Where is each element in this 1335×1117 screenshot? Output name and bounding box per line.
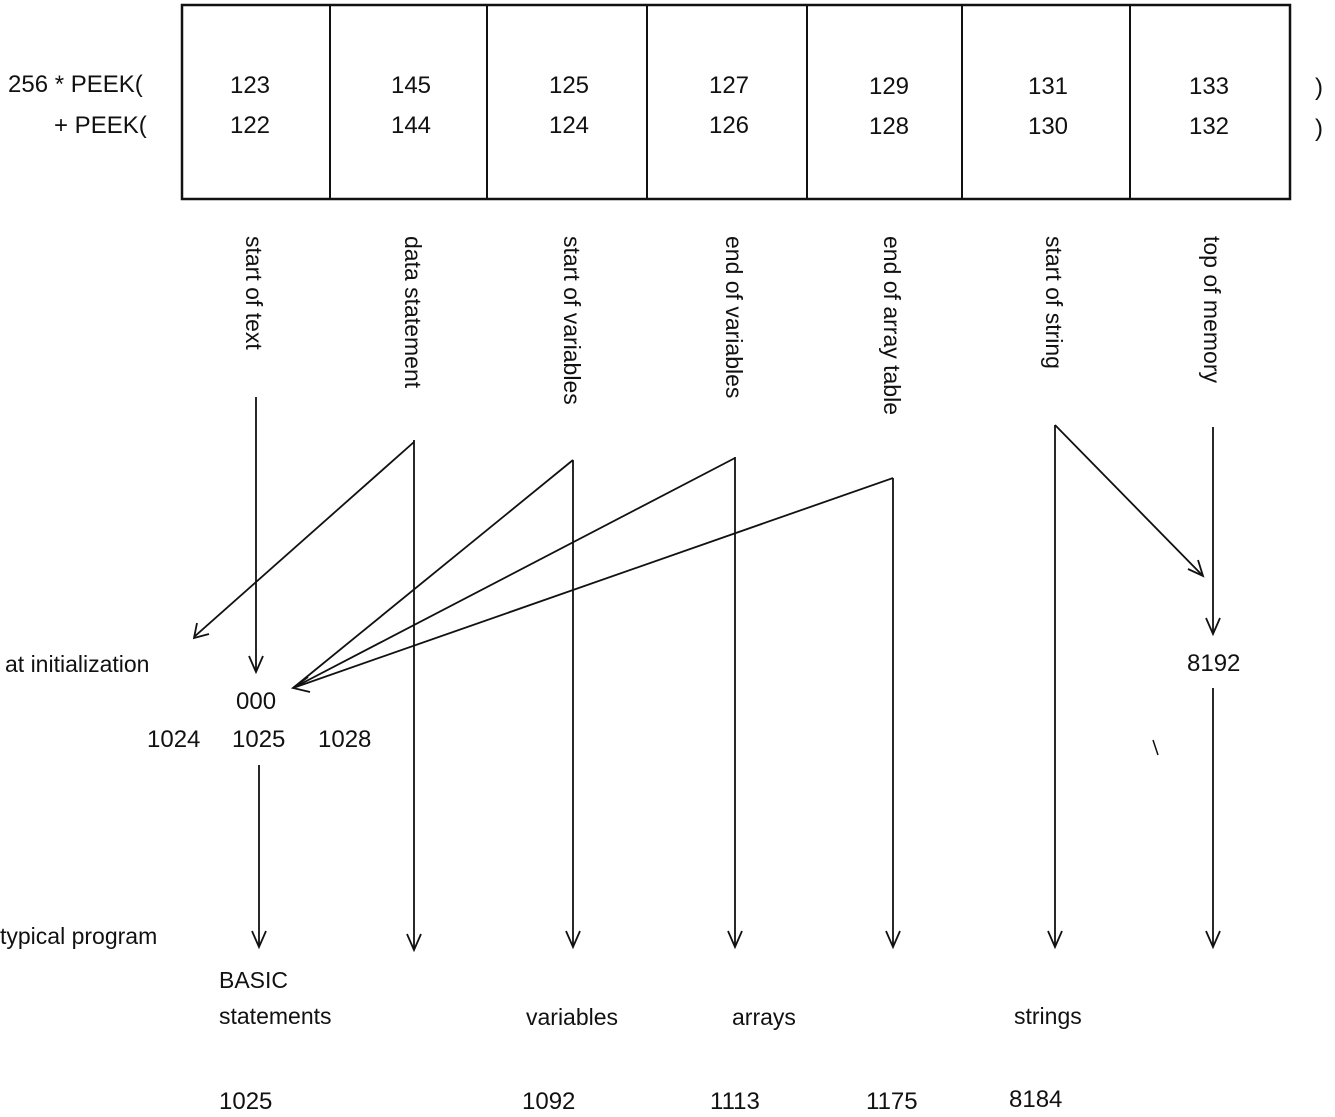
typical-value: 1092: [522, 1088, 576, 1115]
region-variables: variables: [526, 1004, 619, 1030]
pointer-line-start-of-variables-init: [292, 459, 574, 689]
cell-low-address: 124: [548, 112, 590, 139]
arrowhead: [885, 930, 901, 950]
register-table-frame: [180, 3, 1292, 201]
arrowhead: [727, 930, 743, 950]
closing-paren-high: ): [1315, 74, 1323, 101]
region-arrays: arrays: [732, 1004, 796, 1030]
at-initialization-label: at initialization: [5, 651, 150, 677]
label-start-of-string: start of string: [1041, 236, 1067, 369]
arrowhead: [290, 676, 311, 693]
arrowhead: [406, 933, 422, 953]
arrowhead: [1187, 559, 1205, 578]
cell-high-address: 131: [1027, 73, 1069, 100]
region-basic-line1: BASIC: [219, 967, 289, 993]
arrowhead: [1205, 617, 1221, 637]
typical-value: 1025: [219, 1088, 273, 1115]
typical-value: 1175: [866, 1088, 918, 1115]
closing-paren-low: ): [1315, 115, 1323, 142]
region-strings: strings: [1014, 1003, 1082, 1029]
init-top-of-memory-value: 8192: [1187, 650, 1241, 677]
label-end-of-variables: end of variables: [721, 236, 747, 399]
label-data-statement: data statement: [400, 236, 426, 389]
arrowhead: [192, 622, 210, 640]
cell-low-address: 122: [229, 112, 271, 139]
label-start-of-variables: start of variables: [559, 236, 585, 405]
cell-high-address: 145: [390, 72, 432, 99]
cell-high-address: 129: [868, 73, 910, 100]
typical-value: 8184: [1009, 1086, 1063, 1113]
init-value-000: 000: [236, 688, 277, 715]
high-byte-row-label: 256 * PEEK(: [8, 71, 143, 98]
typical-value: 1113: [710, 1088, 760, 1115]
pointer-line-start-of-string-init: [1054, 424, 1204, 577]
arrowhead: [565, 930, 581, 950]
typical-program-label: typical program: [0, 923, 158, 949]
arrowhead: [1205, 930, 1221, 950]
cell-low-address: 126: [708, 112, 750, 139]
low-byte-row-label: + PEEK(: [54, 112, 147, 139]
cell-high-address: 125: [548, 72, 590, 99]
pointer-line-data-statement-init: [193, 441, 415, 638]
label-end-of-array-table: end of array table: [879, 236, 905, 416]
pointer-line-end-of-array-table-init: [292, 477, 894, 689]
pointer-line-end-of-variables-init: [292, 457, 736, 689]
cell-high-address: 133: [1188, 73, 1230, 100]
cell-high-address: 123: [229, 72, 271, 99]
init-address-1024: 1024: [147, 726, 201, 753]
label-top-of-memory: top of memory: [1199, 236, 1225, 383]
cell-low-address: 132: [1188, 113, 1230, 140]
cell-low-address: 130: [1027, 113, 1069, 140]
init-address-1028: 1028: [318, 726, 372, 753]
cell-low-address: 144: [390, 112, 432, 139]
arrowhead: [1047, 930, 1063, 950]
cell-low-address: 128: [868, 113, 910, 140]
label-start-of-text: start of text: [241, 236, 267, 350]
init-address-1025: 1025: [232, 726, 286, 753]
arrowhead: [248, 655, 264, 675]
cell-high-address: 127: [708, 72, 750, 99]
region-basic-line2: statements: [219, 1003, 332, 1029]
stray-mark: [1152, 739, 1159, 756]
arrowhead: [251, 930, 267, 950]
